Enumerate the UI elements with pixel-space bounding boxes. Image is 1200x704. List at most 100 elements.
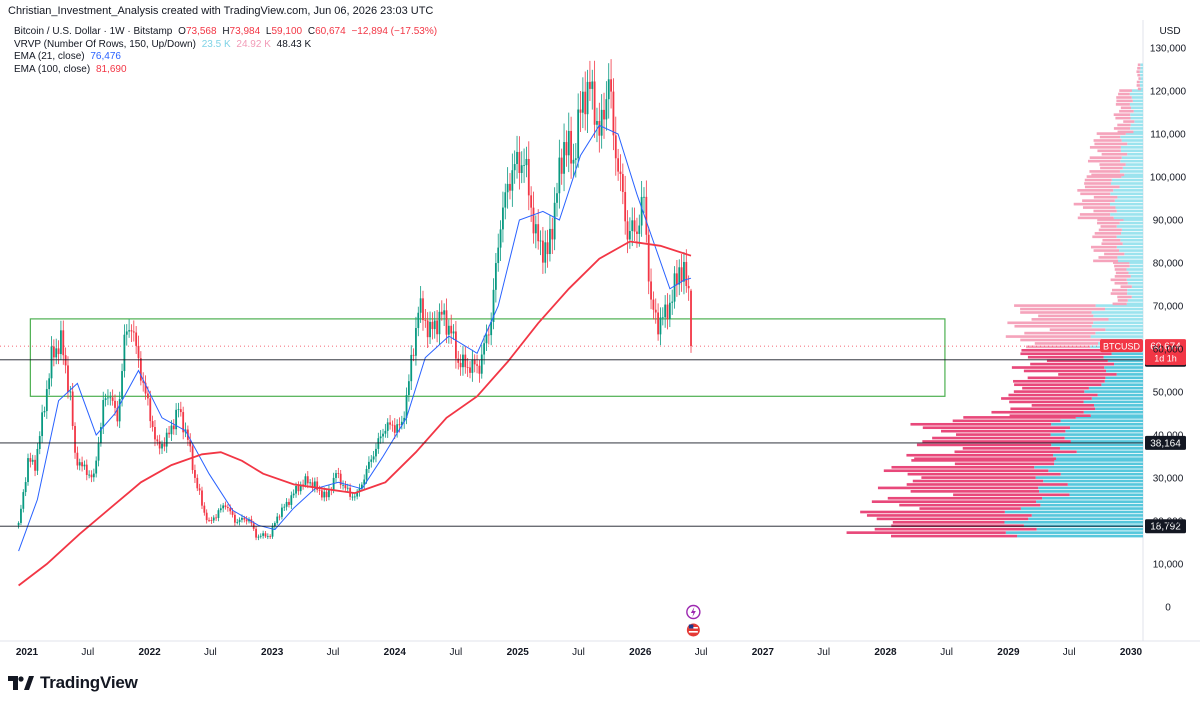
candle-body bbox=[654, 309, 657, 313]
candle-body bbox=[473, 359, 476, 365]
vp-down-bar bbox=[1137, 63, 1141, 67]
vp-up-bar bbox=[1125, 163, 1143, 166]
vp-up-bar bbox=[1129, 103, 1143, 106]
vp-up-bar bbox=[1040, 503, 1143, 507]
legend-ema21-row: EMA (21, close) 76,476 bbox=[14, 51, 437, 64]
candle-body bbox=[156, 439, 159, 442]
candle-body bbox=[532, 207, 535, 234]
vp-up-bar bbox=[1140, 66, 1143, 70]
flag-canton-icon bbox=[688, 624, 694, 629]
candle-body bbox=[593, 81, 596, 125]
vp-up-bar bbox=[1091, 397, 1143, 400]
candle-body bbox=[114, 400, 116, 408]
candle-body bbox=[271, 526, 274, 537]
candle-body bbox=[565, 142, 568, 156]
vp-down-bar bbox=[919, 507, 1021, 510]
vp-down-bar bbox=[1001, 397, 1092, 400]
candle-body bbox=[43, 411, 46, 413]
candle-body bbox=[31, 459, 34, 462]
candle-body bbox=[391, 424, 394, 426]
candle-body bbox=[123, 334, 126, 372]
vp-up-bar bbox=[1105, 376, 1143, 380]
candle-body bbox=[429, 321, 431, 338]
vp-down-bar bbox=[1093, 139, 1122, 142]
candle-body bbox=[405, 395, 408, 418]
candle-body bbox=[22, 492, 25, 509]
candle-body bbox=[151, 421, 154, 428]
candle-body bbox=[600, 109, 603, 136]
vp-down-bar bbox=[1089, 156, 1122, 159]
x-tick-label: 2021 bbox=[16, 647, 39, 658]
price-axis[interactable]: USD 0 10,000 20,000 30,000 40,000 50,000 60,000… bbox=[1150, 26, 1187, 614]
candle-body bbox=[523, 165, 525, 166]
candle-body bbox=[645, 196, 648, 235]
vp-down-bar bbox=[906, 483, 1068, 486]
vp-up-bar bbox=[1093, 321, 1143, 325]
candle-body bbox=[410, 354, 413, 382]
vp-down-bar bbox=[1027, 376, 1106, 380]
ema100-line bbox=[18, 240, 692, 587]
vp-up-bar bbox=[1128, 271, 1143, 275]
legend-ema100-row: EMA (100, close) 81,690 bbox=[14, 64, 437, 77]
vp-up-bar bbox=[1115, 206, 1143, 209]
candle-body bbox=[431, 321, 434, 330]
candle-body bbox=[382, 433, 384, 437]
candle-body bbox=[226, 507, 229, 509]
candle-body bbox=[198, 488, 201, 491]
time-axis[interactable]: 2021 Jul 2022 Jul 2023 Jul 2024 Jul 2025 Jul 2026 J… bbox=[16, 647, 1143, 658]
candle-body bbox=[175, 409, 178, 430]
candle-body bbox=[205, 512, 208, 521]
candle-body bbox=[161, 443, 163, 449]
candle-body bbox=[377, 438, 380, 449]
candle-body bbox=[520, 165, 523, 173]
candle-body bbox=[570, 130, 573, 164]
candle-body bbox=[403, 417, 406, 422]
candle-body bbox=[241, 517, 243, 520]
vp-up-bar bbox=[1131, 106, 1143, 110]
open-label: O bbox=[178, 26, 186, 37]
vp-down-bar bbox=[887, 496, 1043, 500]
vp-down-bar bbox=[962, 447, 1060, 450]
candle-body bbox=[478, 365, 481, 374]
candle-body bbox=[628, 231, 631, 240]
vp-up-bar bbox=[1131, 96, 1143, 99]
candle-body bbox=[558, 157, 561, 194]
vp-up-bar bbox=[1053, 453, 1143, 457]
legend-vrvp-row: VRVP (Number Of Rows, 150, Up/Down) 23.5… bbox=[14, 39, 437, 52]
candle-body bbox=[652, 299, 655, 310]
vp-down-bar bbox=[1005, 335, 1091, 338]
vp-down-bar bbox=[910, 490, 1040, 493]
vp-up-bar bbox=[1124, 173, 1143, 177]
vp-down-bar bbox=[1011, 366, 1105, 369]
lightning-glyph-icon bbox=[690, 607, 696, 617]
candle-body bbox=[83, 464, 86, 467]
candle-body bbox=[678, 267, 681, 285]
candle-body bbox=[335, 473, 337, 478]
symbol-label: Bitcoin / U.S. Dollar · 1W · Bitstamp bbox=[14, 26, 173, 37]
vp-up-bar bbox=[1116, 245, 1143, 249]
vp-up-bar bbox=[1133, 109, 1143, 113]
candle-body bbox=[424, 320, 427, 321]
vp-down-bar bbox=[906, 453, 1054, 457]
candle-body bbox=[55, 348, 58, 358]
candle-body bbox=[546, 242, 549, 255]
candle-body bbox=[332, 477, 335, 491]
candle-body bbox=[459, 362, 462, 368]
candle-body bbox=[631, 220, 634, 232]
vp-up-bar bbox=[1093, 404, 1143, 407]
vp-down-bar bbox=[1100, 166, 1123, 170]
vp-down-bar bbox=[1007, 321, 1094, 325]
vp-up-bar bbox=[1127, 152, 1143, 156]
candle-body bbox=[104, 398, 107, 401]
vp-up-bar bbox=[1122, 242, 1143, 245]
vp-down-bar bbox=[1023, 369, 1107, 373]
vp-down-bar bbox=[1030, 362, 1115, 366]
candle-body bbox=[621, 174, 624, 192]
vp-up-bar bbox=[1043, 479, 1143, 483]
candle-body bbox=[132, 331, 135, 333]
candle-body bbox=[243, 517, 246, 520]
candle-body bbox=[466, 367, 469, 368]
vp-up-bar bbox=[1120, 238, 1143, 242]
candle-body bbox=[436, 320, 438, 335]
